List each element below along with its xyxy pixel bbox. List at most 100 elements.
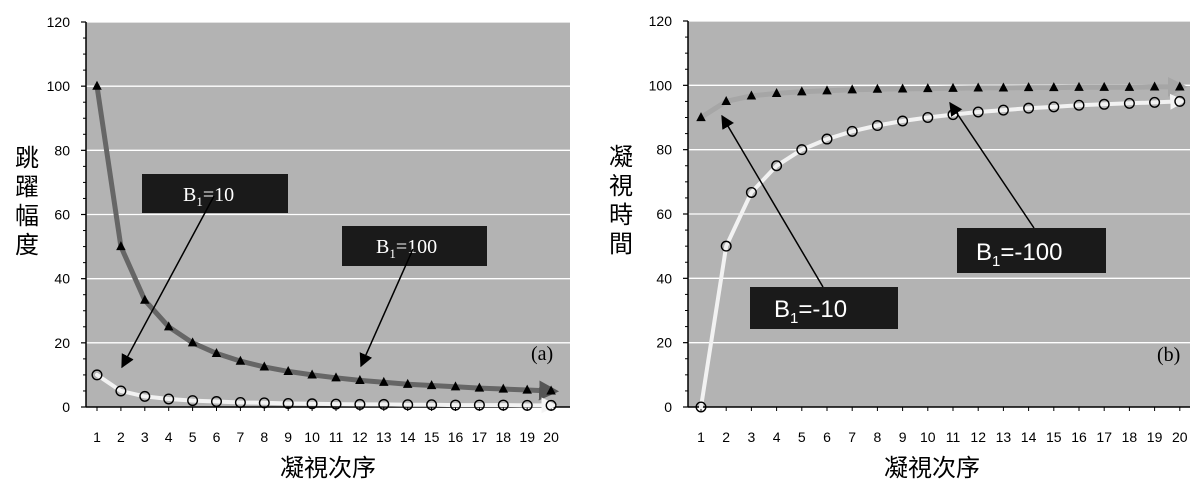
data-point-triangle [1099,81,1109,91]
y-tick-label: 120 [649,13,673,29]
data-point-triangle [355,374,365,384]
x-tick-label: 16 [1071,429,1087,445]
data-point-triangle [379,376,389,386]
y-tick-label: 100 [47,78,71,94]
x-tick-label: 10 [920,429,936,445]
panel-label-b: (b) [1157,344,1180,366]
data-point-circle [139,390,151,402]
data-point-triangle [187,337,198,347]
annotation-arrow [359,248,414,368]
x-tick-label: 17 [1096,429,1112,445]
data-point-circle [1073,99,1085,111]
data-point-triangle [1049,82,1059,92]
data-point-circle [378,398,390,410]
x-tick-label: 4 [773,429,781,445]
annotation-box [342,226,487,266]
x-tick-label: 20 [543,429,559,445]
x-tick-label: 1 [93,429,101,445]
data-point-circle [187,395,199,407]
data-point-circle [163,393,175,405]
annotation-value: =-100 [1000,239,1062,266]
x-tick-label: 5 [798,429,806,445]
y-tick-label: 120 [47,14,71,30]
x-tick-label: 7 [848,429,856,445]
x-tick-label: 3 [748,429,756,445]
x-tick-label: 15 [424,429,440,445]
data-point-triangle [307,369,317,379]
x-tick-label: 13 [996,429,1012,445]
data-point-triangle [450,381,461,391]
x-tick-label: 3 [141,429,149,445]
data-point-triangle [897,83,908,93]
annotation-value: =100 [396,236,437,258]
x-tick-label: 2 [722,429,730,445]
annotation-box [142,174,288,213]
data-point-circle [695,401,707,413]
x-tick-label: 20 [1172,429,1188,445]
data-point-circle [1098,98,1110,110]
data-point-triangle [235,355,246,365]
annotation-subscript: 1 [196,194,203,209]
data-point-triangle [498,383,509,393]
data-point-triangle [474,382,485,392]
data-point-triangle [973,82,983,92]
x-tick-label: 2 [117,429,125,445]
y-tick-label: 80 [54,142,70,158]
data-point-triangle [1124,81,1135,91]
data-point-triangle [211,348,222,358]
annotation-subscript: 1 [790,310,798,327]
annotation-arrow [949,101,1035,229]
annotation-arrow [721,114,824,288]
data-point-circle [897,115,909,127]
y-axis-label-char: 度 [15,231,39,259]
data-point-triangle [402,378,413,388]
data-point-triangle [923,83,933,93]
annotation-value: =10 [203,184,234,206]
svg-text:B1=10: B1=10 [183,184,234,209]
svg-text:B1=-100: B1=-100 [976,239,1062,270]
data-point-circle [1023,102,1035,114]
data-point-circle [282,397,294,409]
data-point-triangle [696,112,706,122]
x-ticks-b: 1 2 3 4 5 6 7 8 9 10 11 12 13 14 15 16 17 18 19 20 [697,407,1188,445]
data-point-triangle [847,84,857,94]
data-point-triangle [116,241,126,251]
x-tick-label: 14 [1021,429,1037,445]
data-point-triangle [1074,81,1084,91]
data-point-circle [402,399,414,411]
x-ticks-a: 1 2 3 4 5 6 7 8 9 10 11 12 13 14 15 16 17 18 19 20 [93,407,559,445]
y-tick-label: 40 [54,271,70,287]
annotation-b1-100: B1=100 [342,226,487,368]
annotation-label: B [183,184,196,206]
data-points-a [91,80,557,411]
data-point-circle [521,399,533,411]
y-tick-label: 60 [54,207,70,223]
x-tick-label: 16 [448,429,464,445]
y-axis-label-char: 視 [609,172,633,200]
x-tick-label: 6 [823,429,831,445]
x-axis-label-a: 凝視次序 [280,454,376,482]
y-tick-label: 0 [664,399,672,415]
annotation-subscript: 1 [389,246,396,261]
annotation-b1-10: B1=10 [121,174,288,369]
data-point-triangle [140,294,150,304]
data-point-circle [972,106,984,118]
x-tick-label: 9 [899,429,907,445]
data-point-triangle [822,85,832,95]
data-point-triangle [92,80,102,90]
y-tick-label: 0 [62,399,70,415]
x-tick-label: 13 [376,429,392,445]
data-point-circle [1123,97,1135,109]
y-axis-label-char: 幅 [15,202,39,230]
data-point-circle [426,399,438,411]
data-point-triangle [259,361,270,371]
y-tick-label: 100 [649,77,673,93]
data-point-circle [545,399,557,411]
data-point-circle [1174,95,1186,107]
data-point-circle [1048,101,1060,113]
x-tick-label: 15 [1046,429,1062,445]
x-tick-label: 19 [519,429,535,445]
data-point-circle [306,398,318,410]
